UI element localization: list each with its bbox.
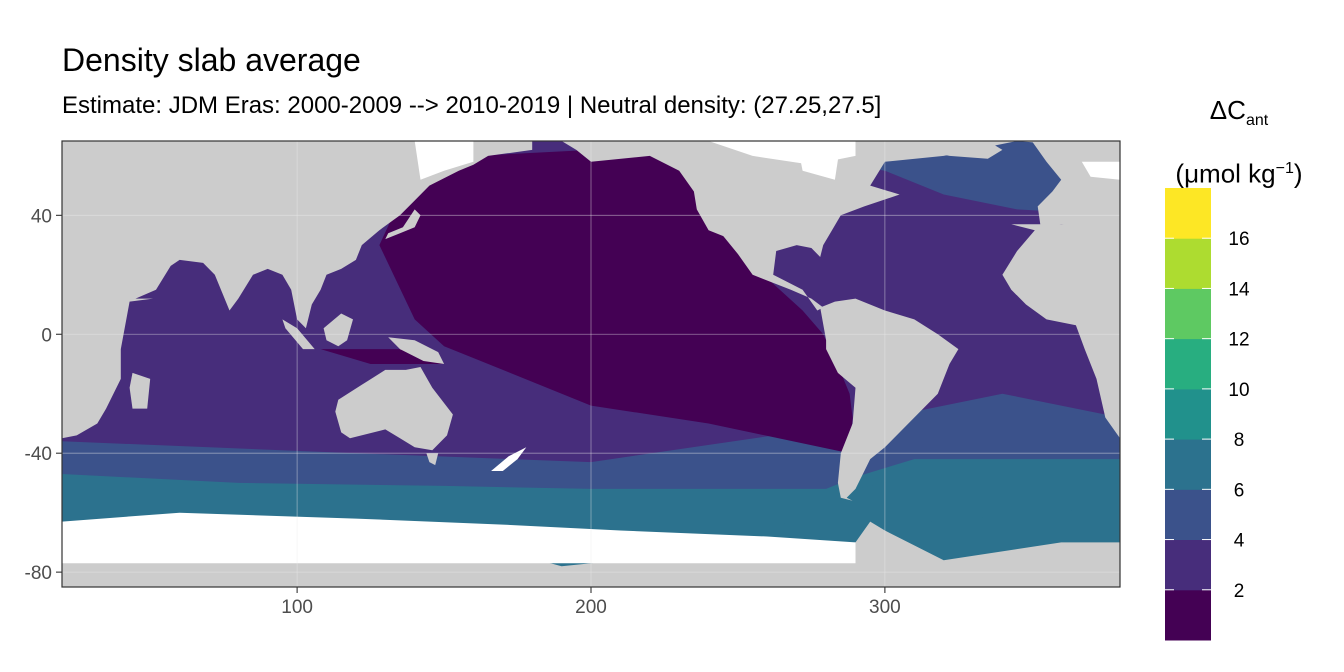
legend-swatch: [1165, 439, 1211, 490]
legend-title-sub: ant: [1245, 112, 1269, 130]
legend-swatch: [1165, 238, 1211, 289]
land-madagascar: [129, 372, 151, 409]
chart-subtitle: Estimate: JDM Eras: 2000-2009 --> 2010-2…: [62, 92, 882, 119]
legend-title: ΔCant (μmol kg−1): [1150, 86, 1328, 198]
legend-unit-close: ): [1293, 158, 1303, 189]
legend-tick-label: 10: [1228, 380, 1249, 401]
land-tasmania: [426, 453, 439, 466]
y-tick-label: 0: [41, 325, 52, 346]
chart-title: Density slab average: [62, 42, 361, 78]
legend-swatch: [1165, 539, 1211, 591]
y-tick-label: 40: [31, 206, 52, 227]
y-axis: 40 0 -40 -80: [25, 206, 62, 584]
legend-tick-label: 2: [1234, 581, 1245, 602]
legend-tick-label: 12: [1228, 330, 1249, 351]
y-tick-label: -80: [25, 563, 52, 584]
legend-tick-label: 14: [1228, 279, 1250, 300]
land-south-america: [820, 298, 959, 501]
legend-title-main: ΔC: [1209, 95, 1246, 125]
land-japan: [385, 209, 421, 240]
y-tick-label: -40: [25, 444, 52, 465]
gap-okhotsk: [414, 141, 474, 180]
legend-unit-sup: −1: [1275, 160, 1294, 178]
x-tick-label: 200: [575, 597, 607, 618]
x-tick-label: 100: [281, 597, 313, 618]
land-north-america: [561, 141, 1120, 311]
ocean-pacific-core: [379, 149, 853, 454]
gap-baltic: [1081, 161, 1120, 180]
legend-tick-label: 4: [1234, 531, 1245, 552]
legend-swatch: [1165, 589, 1211, 641]
grid-layer: [62, 141, 1120, 587]
legend-swatch: [1165, 489, 1211, 540]
legend-swatch: [1165, 288, 1211, 340]
x-tick-label: 300: [869, 597, 901, 618]
land-borneo: [323, 313, 353, 347]
map-panel: [62, 141, 1120, 587]
legend-colorbar: 2 4 6 8 10 12 14 16: [1165, 188, 1250, 641]
land-australia: [335, 367, 453, 451]
legend-title-quantity: ΔCant: [1150, 86, 1328, 145]
legend-title-unit: (μmol kg−1): [1150, 145, 1328, 198]
legend-swatch: [1165, 388, 1211, 440]
legend-swatch: [1165, 338, 1211, 390]
gap-antarctic-shelf: [62, 512, 856, 564]
legend-tick-label: 6: [1234, 480, 1245, 501]
legend-tick-label: 8: [1234, 430, 1245, 451]
x-axis: 100 200 300: [281, 587, 901, 618]
land-africa-west: [1002, 224, 1120, 439]
land-greenland: [884, 141, 1003, 159]
legend-unit-open: (μmol kg: [1175, 158, 1276, 189]
gap-hudson: [796, 141, 841, 180]
legend-swatch: [1165, 188, 1211, 239]
no-data-layer: [62, 141, 1120, 564]
ocean-subpolar-atlantic: [702, 141, 1120, 216]
legend-tick-label: 16: [1228, 229, 1249, 250]
land-new-guinea: [388, 337, 445, 364]
